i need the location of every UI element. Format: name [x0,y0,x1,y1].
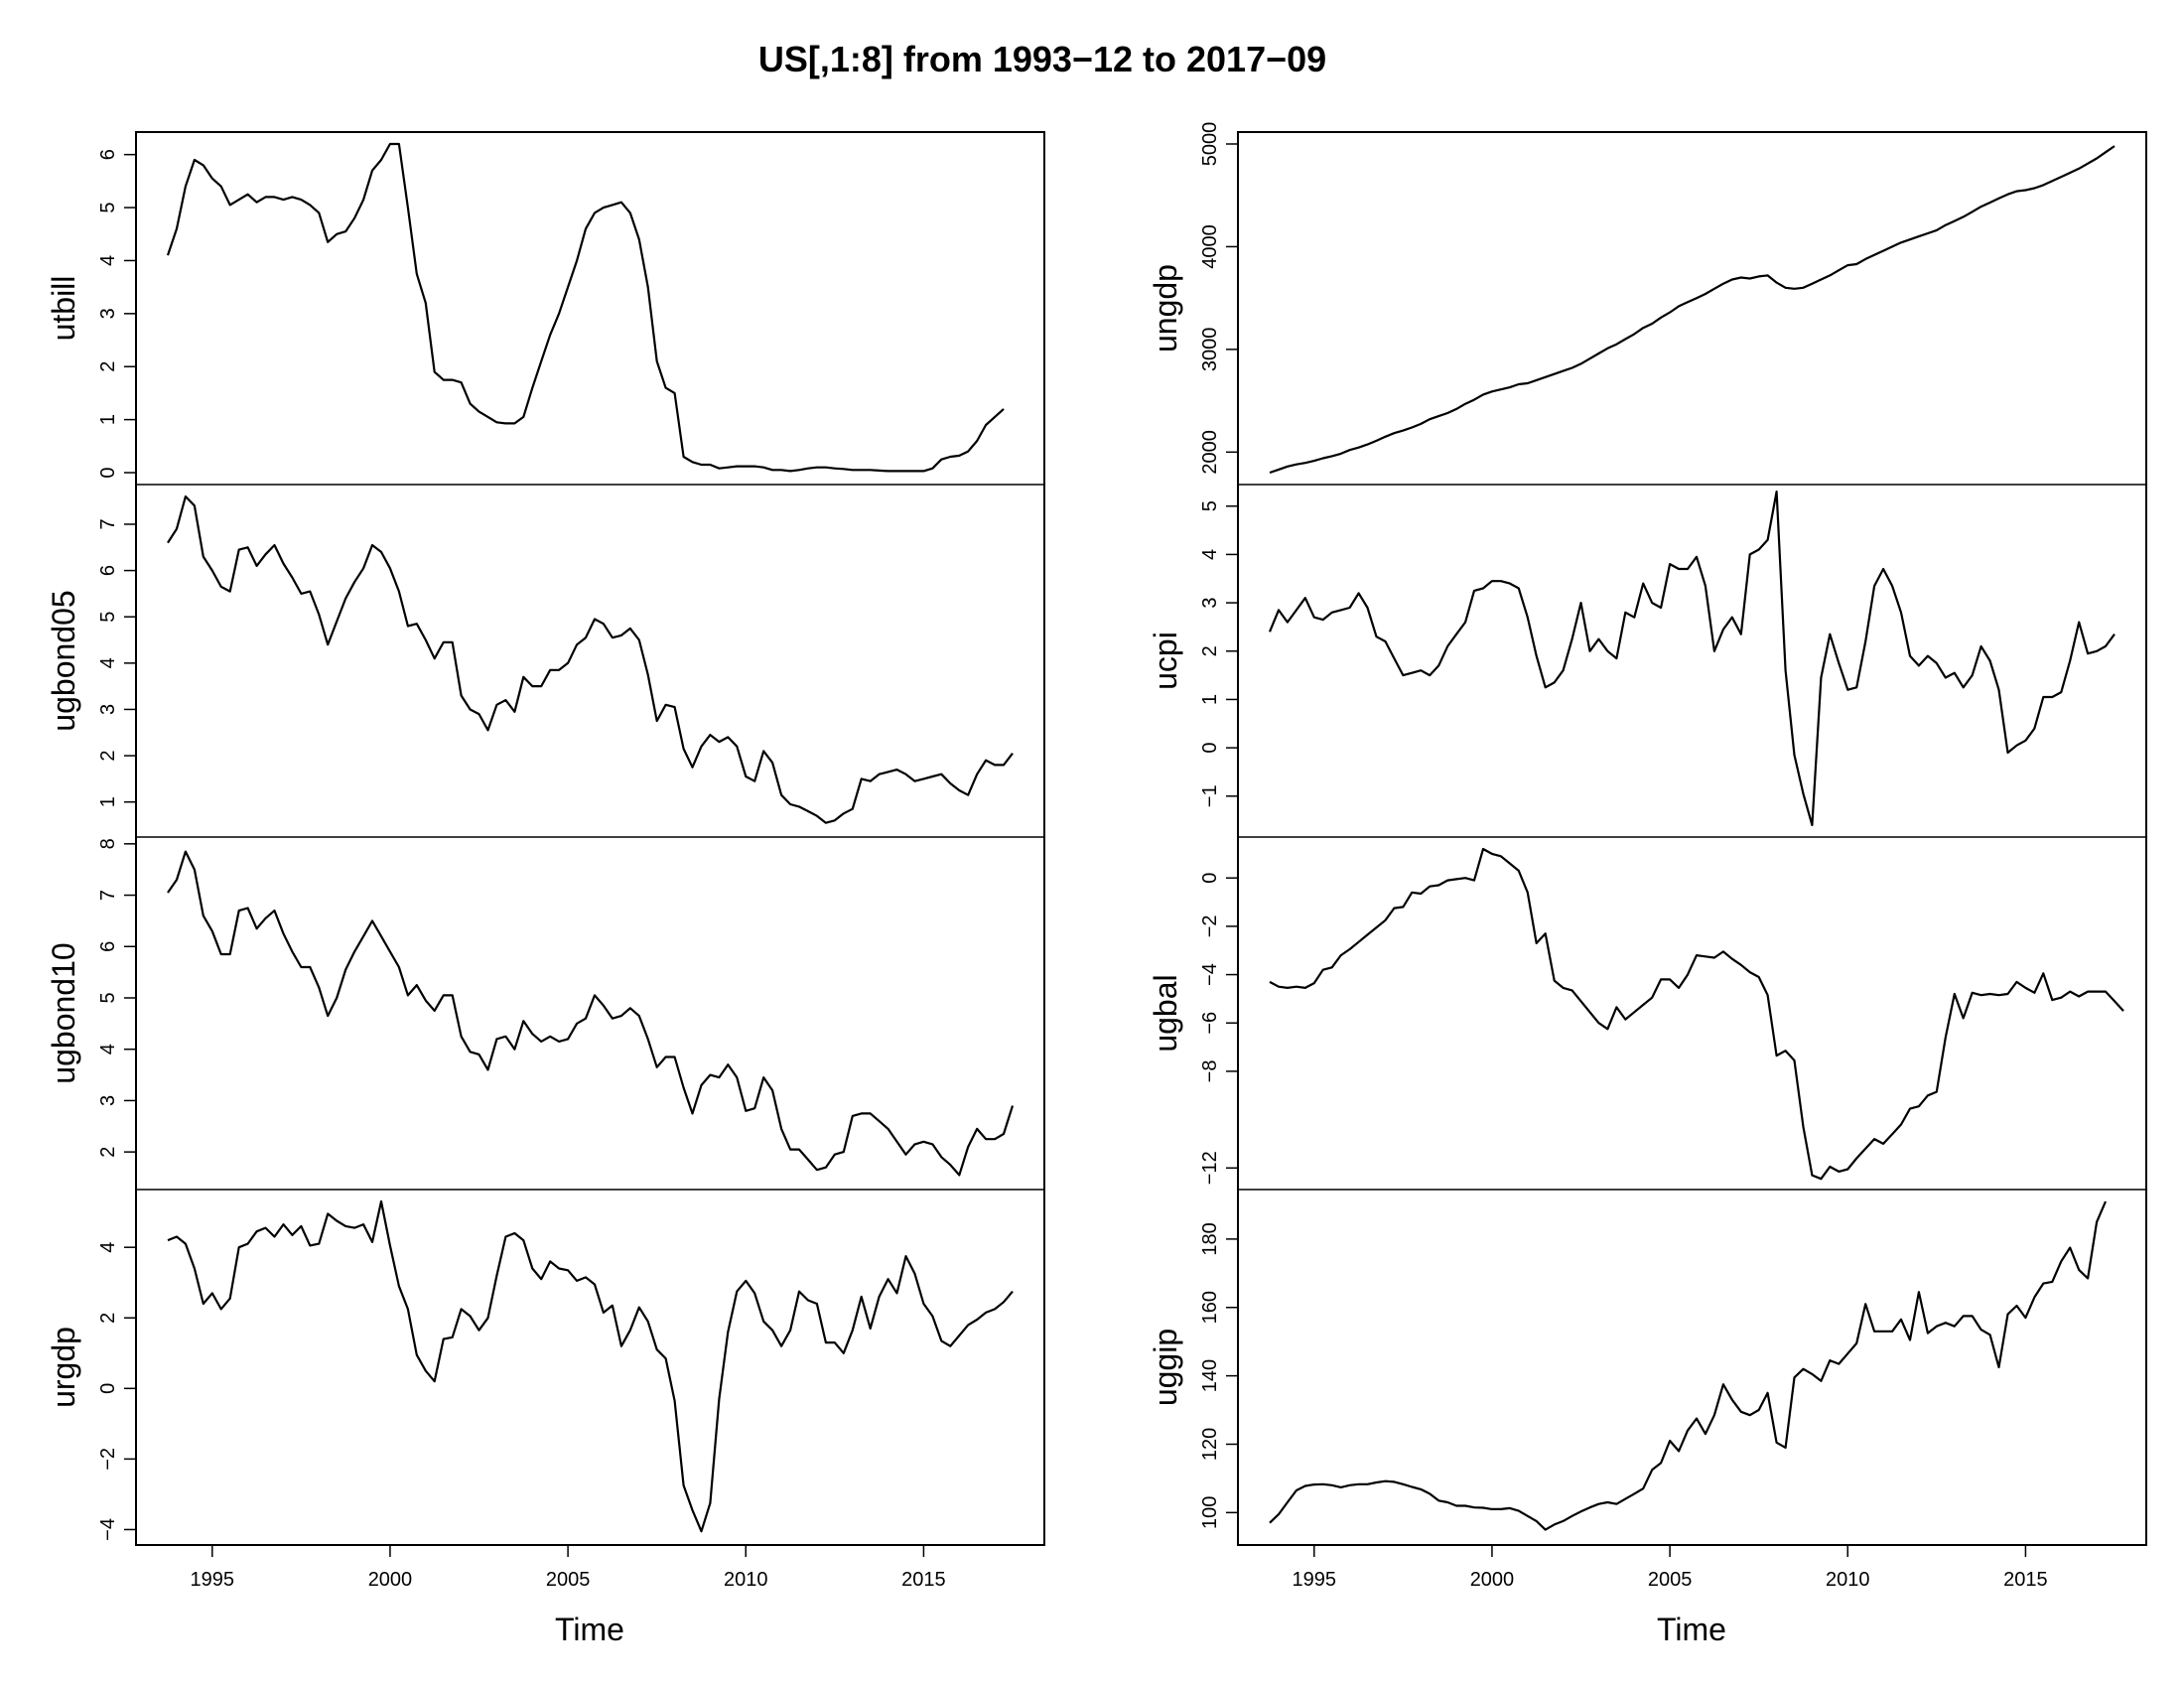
x-tick-label: 2000 [368,1569,413,1591]
y-tick-label: 120 [1199,1428,1221,1461]
x-tick-label: 2005 [1648,1569,1693,1591]
y-tick-label: 3 [97,308,119,319]
y-axis-label-ugbal: ugbal [1148,974,1183,1052]
y-axis-label-ugbond10: ugbond10 [46,942,81,1083]
y-axis-label-utbill: utbill [46,276,81,342]
x-axes-layer: 1995 2000 2005 2010 2015 1995 2000 2005 2010 2015 [191,1545,2048,1591]
plot-frame-right [1237,131,2147,1546]
y-axis-label-urgdp: urgdp [46,1327,81,1408]
y-tick-label: −4 [1199,963,1221,986]
series-line-ugbal [1269,847,2124,1181]
panel-left-column [135,131,1045,1546]
y-tick-label: 5 [97,612,119,623]
panel-ucpi: −1 0 1 2 3 4 5 ucpi [1148,491,2116,827]
y-tick-label: 2000 [1199,430,1221,475]
plot-frame-left [135,131,1045,1546]
y-tick-label: −1 [1199,784,1221,807]
series-line-ungdp [1269,145,2116,475]
y-tick-label: 3 [97,1095,119,1106]
y-tick-label: 2 [1199,645,1221,656]
y-tick-label: 1 [97,796,119,807]
y-tick-label: −8 [1199,1060,1221,1083]
y-tick-label: 4 [97,657,119,668]
y-tick-label: 7 [97,890,119,901]
y-tick-label: 4 [97,255,119,266]
x-tick-label: 2010 [724,1569,768,1591]
x-axis-label-right: Time [1657,1612,1726,1647]
y-tick-label: 1 [1199,694,1221,705]
y-tick-label: 5000 [1199,122,1221,167]
y-tick-label: 4 [97,1044,119,1055]
y-tick-label: 4000 [1199,224,1221,269]
chart-title: US[,1:8] from 1993−12 to 2017−09 [758,39,1326,79]
y-tick-label: 4 [97,1242,119,1253]
panel-ugbond05: 1 2 3 4 5 6 7 ugbond05 [46,494,1014,824]
y-tick-label: −2 [97,1448,119,1471]
x-tick-label: 2015 [901,1569,946,1591]
series-line-utbill [166,142,1005,473]
y-tick-label: 0 [97,467,119,478]
y-tick-label: 3 [97,704,119,715]
y-tick-label: 3000 [1199,328,1221,372]
series-line-urgdp [167,1199,1014,1533]
series-line-ucpi [1268,491,2116,827]
y-tick-label: 0 [1199,743,1221,754]
x-tick-label: 2000 [1470,1569,1515,1591]
y-tick-label: 8 [97,838,119,849]
y-tick-label: 7 [97,518,119,529]
y-tick-label: 2 [97,1147,119,1158]
y-tick-label: 5 [1199,500,1221,511]
panel-right-column [1237,131,2147,1546]
series-line-uggip [1269,1200,2108,1531]
panel-utbill: 0 1 2 3 4 5 6 utbill [46,142,1005,479]
y-tick-label: −2 [1199,914,1221,937]
y-tick-label: 2 [97,751,119,762]
y-tick-label: 0 [1199,873,1221,884]
y-tick-label: 100 [1199,1496,1221,1529]
y-tick-label: 160 [1199,1291,1221,1324]
x-tick-label: 1995 [191,1569,235,1591]
panel-ugbal: −12 −8 −6 −4 −2 0 ugbal [1148,847,2124,1185]
y-tick-label: 5 [97,992,119,1003]
y-tick-label: 4 [1199,549,1221,560]
series-line-ugbond05 [167,494,1014,824]
panel-ugbond10: 2 3 4 5 6 7 8 ugbond10 [46,838,1015,1177]
y-tick-label: 5 [97,203,119,213]
panel-urgdp: −4 −2 0 2 4 urgdp [46,1199,1014,1541]
y-tick-label: 0 [97,1383,119,1394]
y-axis-label-ungdp: ungdp [1148,264,1183,352]
y-tick-label: −6 [1199,1012,1221,1035]
y-tick-label: 1 [97,414,119,425]
panels-layer: 0 1 2 3 4 5 6 utbill 1 2 3 4 5 6 7 ugbond05 2 3 4 5 6 7 8 ugbon… [46,122,2146,1541]
y-tick-label: 3 [1199,598,1221,609]
y-tick-label: 180 [1199,1222,1221,1255]
x-tick-label: 2010 [1826,1569,1870,1591]
x-tick-label: 1995 [1293,1569,1337,1591]
panel-uggip: 100 120 140 160 180 uggip [1148,1200,2108,1531]
series-line-ugbond10 [167,850,1015,1177]
x-tick-label: 2015 [2003,1569,2048,1591]
y-axis-label-ugbond05: ugbond05 [46,590,81,731]
y-tick-label: −12 [1199,1151,1221,1185]
x-axis-label-left: Time [555,1612,624,1647]
y-axis-label-uggip: uggip [1148,1329,1183,1406]
y-tick-label: 2 [97,1313,119,1324]
x-tick-label: 2005 [546,1569,591,1591]
y-tick-label: 6 [97,941,119,952]
y-tick-label: 6 [97,565,119,576]
y-axis-label-ucpi: ucpi [1148,632,1183,690]
y-tick-label: 140 [1199,1359,1221,1392]
y-tick-label: 6 [97,149,119,160]
y-tick-label: −4 [97,1518,119,1541]
y-tick-label: 2 [97,361,119,372]
panel-ungdp: 2000 3000 4000 5000 ungdp [1148,122,2116,475]
